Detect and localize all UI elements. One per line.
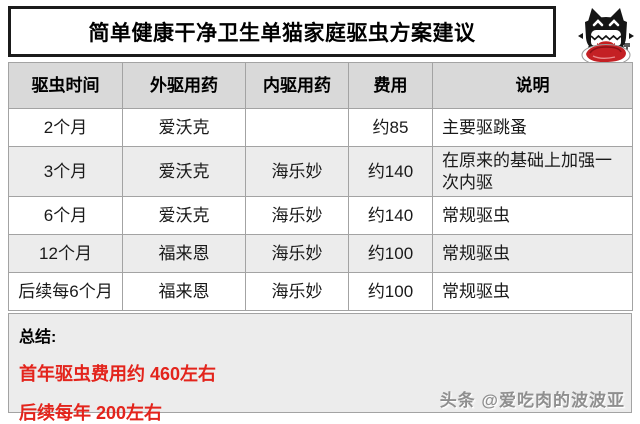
table-row: 2个月 爱沃克 约85 主要驱跳蚤 — [8, 108, 633, 147]
cell-external-med: 福来恩 — [122, 234, 246, 273]
col-header-time: 驱虫时间 — [8, 62, 123, 109]
cell-time: 3个月 — [8, 146, 123, 197]
table-row: 12个月 福来恩 海乐妙 约100 常规驱虫 — [8, 234, 633, 273]
cell-time: 后续每6个月 — [8, 272, 123, 311]
cell-note: 主要驱跳蚤 — [432, 108, 633, 147]
col-header-cost: 费用 — [348, 62, 433, 109]
cell-cost: 约85 — [348, 108, 433, 147]
cell-internal-med: 海乐妙 — [245, 272, 349, 311]
meat-loving-cat-logo-icon — [575, 5, 637, 66]
cell-time: 2个月 — [8, 108, 123, 147]
cat-steak-icon — [578, 8, 634, 66]
summary-box: 总结: 首年驱虫费用约 460左右 后续每年 200左右 头条 @爱吃肉的波波亚 — [8, 313, 632, 423]
cell-time: 12个月 — [8, 234, 123, 273]
cell-external-med: 爱沃克 — [122, 108, 246, 147]
col-header-external-med: 外驱用药 — [122, 62, 246, 109]
cell-cost: 约140 — [348, 196, 433, 235]
cell-internal-med: 海乐妙 — [245, 234, 349, 273]
cell-note: 常规驱虫 — [432, 272, 633, 311]
table-header-row: 驱虫时间 外驱用药 内驱用药 费用 说明 — [8, 62, 633, 109]
deworming-plan-table: 驱虫时间 外驱用药 内驱用药 费用 说明 2个月 爱沃克 约85 主要驱跳蚤 3… — [8, 62, 633, 311]
table-row: 后续每6个月 福来恩 海乐妙 约100 常规驱虫 — [8, 272, 633, 311]
watermark: 头条 @爱吃肉的波波亚 — [439, 391, 625, 410]
cell-external-med: 爱沃克 — [122, 146, 246, 197]
cell-time: 6个月 — [8, 196, 123, 235]
table-row: 6个月 爱沃克 海乐妙 约140 常规驱虫 — [8, 196, 633, 235]
table-row: 3个月 爱沃克 海乐妙 约140 在原来的基础上加强一次内驱 — [8, 146, 633, 197]
col-header-note: 说明 — [432, 62, 633, 109]
col-header-internal-med: 内驱用药 — [245, 62, 349, 109]
summary-label: 总结: — [19, 329, 57, 346]
cell-note: 常规驱虫 — [432, 234, 633, 273]
page-title: 简单健康干净卫生单猫家庭驱虫方案建议 — [8, 6, 556, 57]
summary-first-year-cost: 首年驱虫费用约 460左右 — [19, 364, 217, 384]
cell-internal-med: 海乐妙 — [245, 146, 349, 197]
summary-following-years-cost: 后续每年 200左右 — [19, 403, 163, 423]
cell-cost: 约140 — [348, 146, 433, 197]
page-title-text: 简单健康干净卫生单猫家庭驱虫方案建议 — [88, 21, 476, 45]
cell-cost: 约100 — [348, 234, 433, 273]
cell-note: 在原来的基础上加强一次内驱 — [432, 146, 633, 197]
cell-internal-med — [245, 108, 349, 147]
cell-external-med: 爱沃克 — [122, 196, 246, 235]
cell-internal-med: 海乐妙 — [245, 196, 349, 235]
cell-cost: 约100 — [348, 272, 433, 311]
cell-note: 常规驱虫 — [432, 196, 633, 235]
cell-external-med: 福来恩 — [122, 272, 246, 311]
